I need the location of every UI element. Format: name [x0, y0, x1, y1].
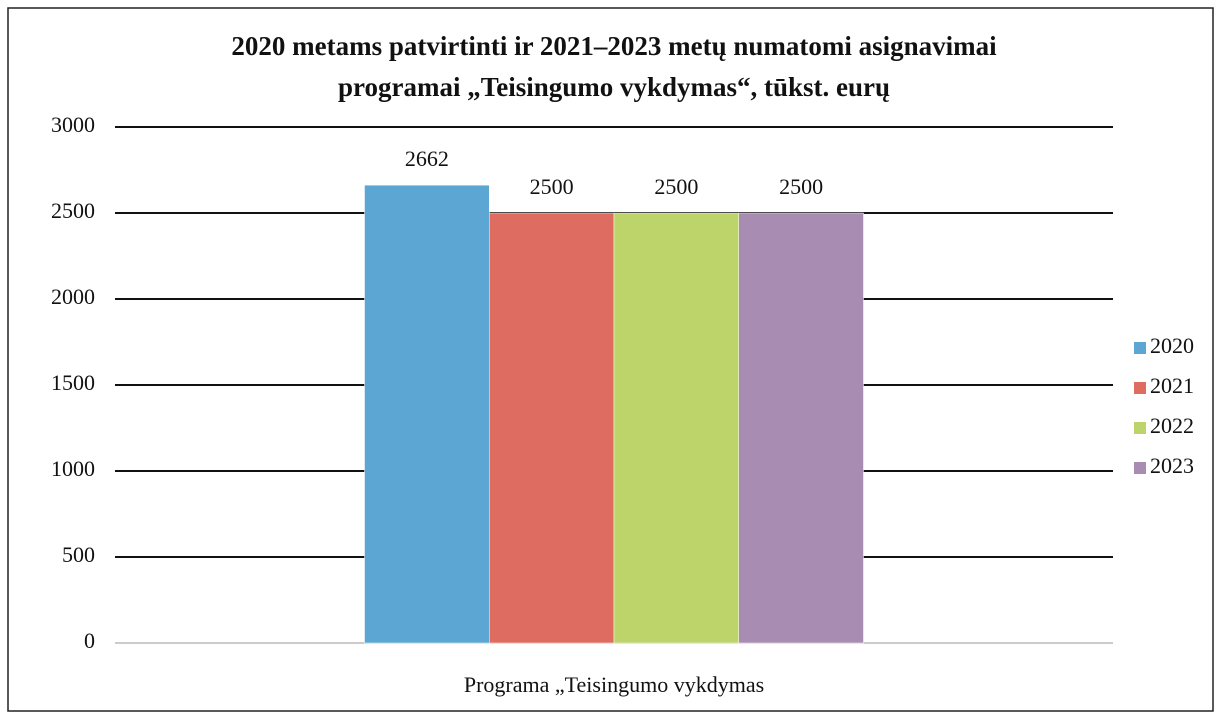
- data-label: 2500: [530, 174, 574, 199]
- chart-title: 2020 metams patvirtinti ir 2021–2023 met…: [231, 31, 997, 61]
- y-tick-label: 1000: [51, 456, 95, 481]
- data-label: 2662: [405, 146, 449, 171]
- y-tick-label: 0: [84, 628, 95, 653]
- data-label: 2500: [654, 174, 698, 199]
- legend-label: 2020: [1150, 333, 1194, 358]
- y-tick-label: 2000: [51, 284, 95, 309]
- chart-title: programai „Teisingumo vykdymas“, tūkst. …: [338, 72, 890, 102]
- legend-swatch: [1134, 382, 1146, 394]
- y-tick-label: 1500: [51, 370, 95, 395]
- legend-label: 2023: [1150, 453, 1194, 478]
- y-tick-label: 500: [62, 542, 95, 567]
- legend-label: 2021: [1150, 373, 1194, 398]
- bar: [489, 212, 615, 644]
- legend-swatch: [1134, 422, 1146, 434]
- bar: [613, 212, 739, 644]
- legend-swatch: [1134, 462, 1146, 474]
- y-tick-label: 3000: [51, 112, 95, 137]
- y-tick-label: 2500: [51, 198, 95, 223]
- bar: [738, 212, 864, 644]
- bar: [364, 184, 490, 644]
- legend-label: 2022: [1150, 413, 1194, 438]
- chart-border: [7, 7, 1214, 712]
- data-label: 2500: [779, 174, 823, 199]
- x-tick-label: Programa „Teisingumo vykdymas: [464, 672, 764, 697]
- legend-swatch: [1134, 342, 1146, 354]
